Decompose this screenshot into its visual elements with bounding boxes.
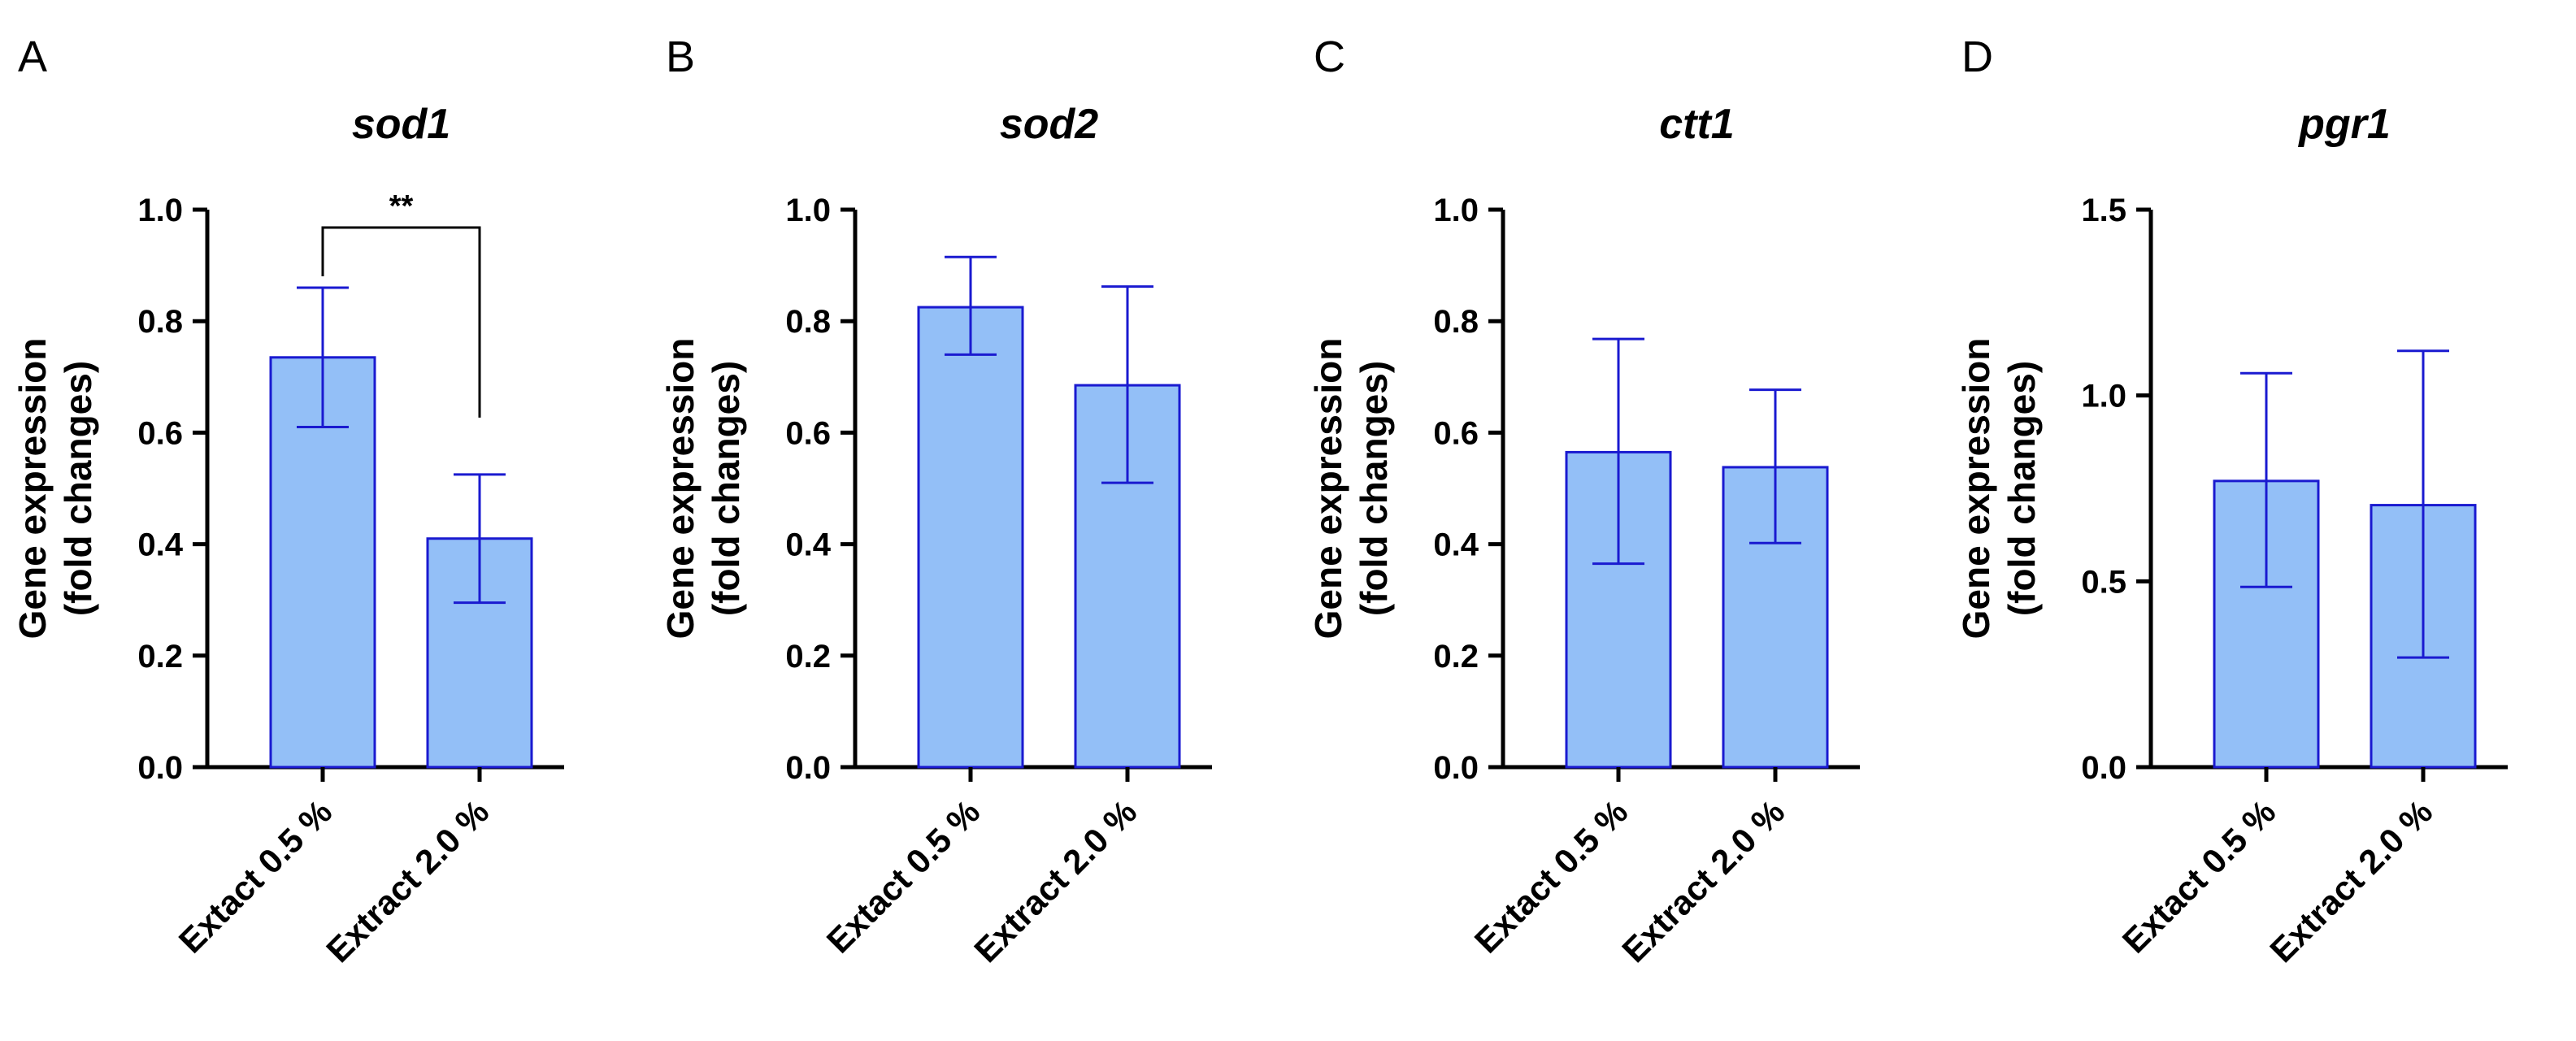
y-tick-label: 0.2 [785,639,831,674]
y-tick-label: 0.0 [785,750,831,786]
y-tick-label: 0.4 [785,527,831,563]
y-tick-label: 0.2 [137,639,183,674]
y-tick-label: 0.4 [137,527,183,563]
panel-letter: C [1314,33,1345,81]
x-category-label: Extact 0.5 % [2115,792,2283,961]
y-tick-label: 0.8 [785,304,831,340]
x-category-label: Extact 0.5 % [819,792,988,961]
y-tick-label: 0.5 [2081,564,2126,600]
x-category-label: Extract 2.0 % [967,792,1144,969]
y-axis-label-line: (fold changes) [2000,361,2043,616]
y-tick-label: 1.0 [1433,193,1479,228]
y-tick-label: 0.6 [1433,415,1479,451]
x-category-label: Extact 0.5 % [1467,792,1636,961]
y-tick-label: 0.2 [1433,639,1479,674]
x-category-label: Extract 2.0 % [319,792,496,969]
chart-title: sod2 [1000,101,1098,148]
bar-1 [917,306,1024,769]
significance-bracket [321,226,481,418]
y-tick-label: 1.0 [785,193,831,228]
chart-title: ctt1 [1659,101,1734,148]
x-category-label: Extract 2.0 % [1614,792,1792,969]
y-tick-label: 0.0 [1433,750,1479,786]
y-tick-label: 1.0 [2081,379,2126,414]
y-axis-label-line: (fold changes) [705,361,747,616]
y-axis-label-line: Gene expression [1307,338,1349,640]
y-axis-label-line: Gene expression [659,338,702,640]
significance-label: ** [389,189,414,223]
y-axis-label-line: Gene expression [1955,338,1997,640]
y-axis-label-line: Gene expression [11,338,54,640]
y-axis-label: Gene expression(fold changes) [1307,338,1395,640]
y-tick-label: 1.0 [137,193,183,228]
y-tick-label: 0.8 [1433,304,1479,340]
y-tick-label: 0.6 [137,415,183,451]
x-category-label: Extact 0.5 % [172,792,340,961]
y-tick-label: 0.6 [785,415,831,451]
y-tick-label: 1.5 [2081,193,2126,228]
y-tick-label: 0.0 [137,750,183,786]
chart-title: sod1 [352,101,450,148]
y-tick-label: 0.4 [1433,527,1479,563]
y-axis-label: Gene expression(fold changes) [11,338,99,640]
panel-letter: D [1961,33,1993,81]
x-category-label: Extract 2.0 % [2262,792,2439,969]
y-axis-label-line: (fold changes) [57,361,99,616]
chart-title: pgr1 [2297,101,2391,148]
y-axis-label-line: (fold changes) [1353,361,1395,616]
y-tick-label: 0.0 [2081,750,2126,786]
y-axis-label: Gene expression(fold changes) [659,338,747,640]
panel-letter: B [666,33,695,81]
panel-letter: A [18,33,47,81]
y-axis-label: Gene expression(fold changes) [1955,338,2043,640]
y-tick-label: 0.8 [137,304,183,340]
